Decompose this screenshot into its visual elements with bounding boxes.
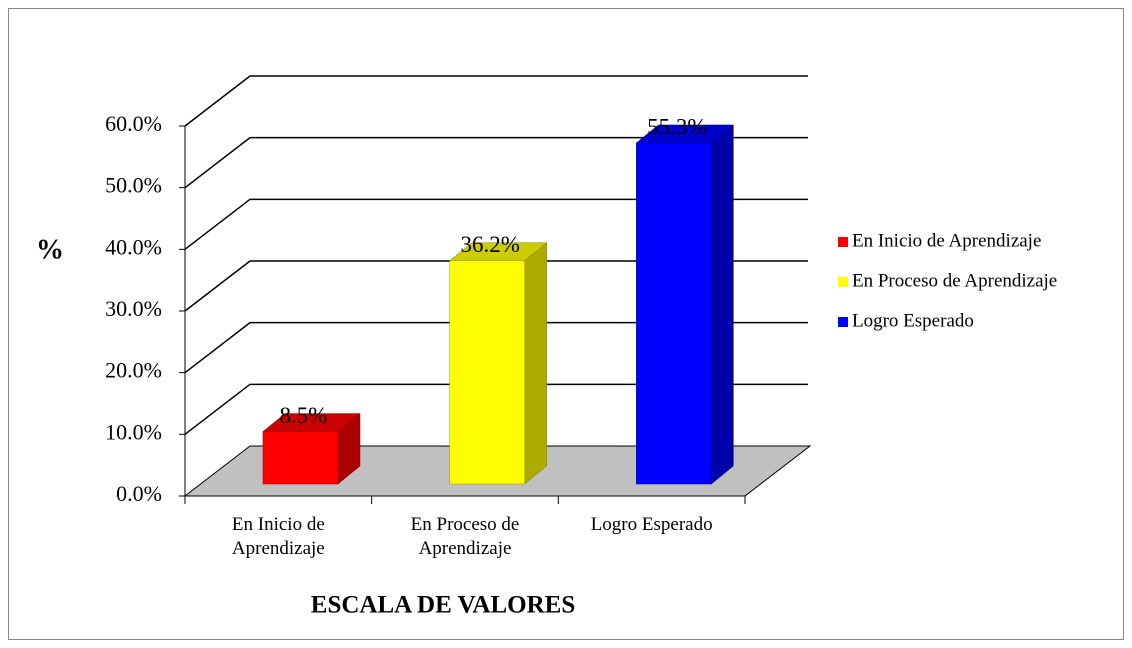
- y-tick-label: 60.0%: [105, 111, 162, 136]
- y-tick-label: 10.0%: [105, 419, 162, 444]
- x-tick-label: Logro Esperado: [590, 514, 713, 535]
- bar-side: [711, 124, 734, 485]
- bar: [449, 260, 525, 485]
- chart-border: [8, 8, 1124, 640]
- y-tick-label: 20.0%: [105, 358, 162, 383]
- bar: [636, 142, 712, 485]
- bar: [262, 431, 339, 485]
- x-tick-label: En Proceso de Aprendizaje: [410, 514, 520, 559]
- y-tick-label: 50.0%: [105, 173, 162, 198]
- grid-line: [184, 198, 808, 250]
- y-tick-label: 0.0%: [116, 481, 162, 506]
- y-tick-label: 30.0%: [105, 296, 162, 321]
- y-axis-label: %: [36, 234, 64, 265]
- grid-line: [184, 321, 808, 374]
- grid-line: [184, 260, 808, 312]
- data-label: 8.5%: [280, 403, 328, 428]
- data-label: 55.3%: [647, 114, 706, 139]
- x-tick-label: En Inicio de Aprendizaje: [231, 514, 325, 559]
- legend-label: En Proceso de Aprendizaje: [852, 270, 1057, 291]
- legend-label: Logro Esperado: [852, 310, 974, 331]
- x-axis-label: ESCALA DE VALORES: [311, 592, 575, 619]
- grid-line: [184, 75, 808, 127]
- legend-label: En Inicio de Aprendizaje: [852, 230, 1041, 251]
- legend-swatch: [838, 237, 848, 247]
- grid-line: [184, 383, 808, 435]
- y-tick-label: 40.0%: [105, 234, 162, 259]
- bar-side: [524, 242, 547, 485]
- data-label: 36.2%: [460, 232, 519, 257]
- legend-swatch: [838, 277, 848, 287]
- grid-line: [184, 136, 808, 189]
- legend-swatch: [838, 317, 848, 327]
